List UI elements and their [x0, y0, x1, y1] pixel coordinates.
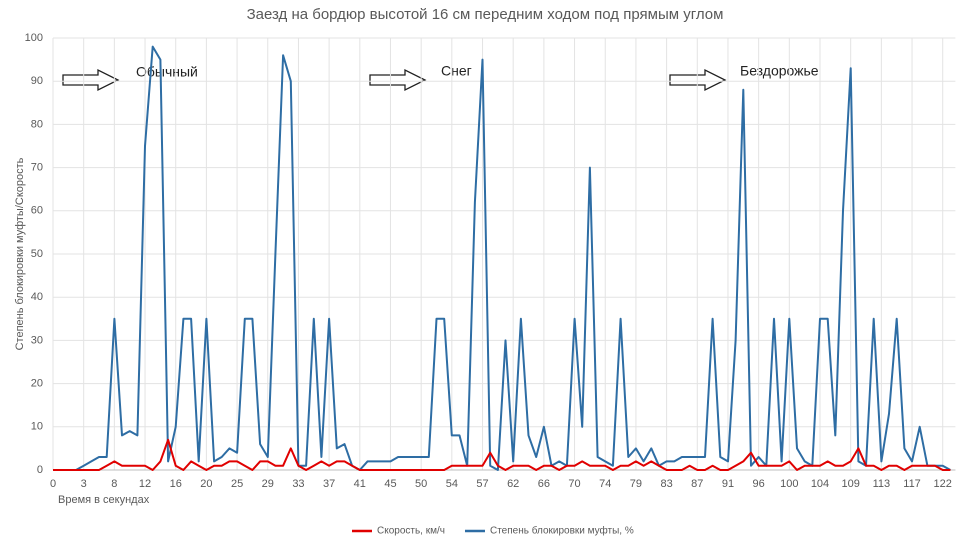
annotation: Бездорожье	[740, 63, 819, 79]
x-tick-label: 70	[568, 478, 580, 490]
x-tick-label: 117	[903, 478, 921, 490]
legend-label: Скорость, км/ч	[377, 526, 445, 537]
x-tick-label: 25	[231, 478, 243, 490]
x-tick-label: 62	[507, 478, 519, 490]
x-tick-label: 87	[691, 478, 703, 490]
x-tick-label: 3	[81, 478, 87, 490]
y-tick-label: 10	[31, 421, 43, 433]
x-tick-label: 100	[780, 478, 798, 490]
x-tick-label: 16	[170, 478, 182, 490]
x-tick-label: 8	[111, 478, 117, 490]
arrow	[62, 68, 120, 92]
annotation: Снег	[441, 63, 472, 79]
x-tick-label: 122	[934, 478, 952, 490]
x-tick-label: 91	[722, 478, 734, 490]
x-tick-label: 12	[139, 478, 151, 490]
x-tick-label: 74	[599, 478, 611, 490]
x-tick-label: 57	[476, 478, 488, 490]
x-tick-label: 83	[660, 478, 672, 490]
x-axis-title: Время в секундах	[58, 494, 150, 506]
y-tick-label: 30	[31, 334, 43, 346]
series-line	[53, 45, 951, 471]
y-axis-title: Степень блокировки муфты/Скорость	[14, 157, 26, 350]
x-tick-label: 41	[354, 478, 366, 490]
x-tick-label: 54	[446, 478, 458, 490]
x-tick-label: 66	[538, 478, 550, 490]
x-tick-label: 109	[842, 478, 860, 490]
x-tick-label: 104	[811, 478, 829, 490]
y-tick-label: 0	[37, 464, 43, 476]
arrow	[369, 68, 427, 92]
x-tick-label: 45	[384, 478, 396, 490]
x-tick-label: 79	[630, 478, 642, 490]
series-line	[53, 438, 951, 471]
y-tick-label: 60	[31, 205, 43, 217]
x-tick-label: 0	[50, 478, 56, 490]
legend-label: Степень блокировки муфты, %	[490, 525, 634, 537]
y-tick-label: 20	[31, 378, 43, 390]
chart-title: Заезд на бордюр высотой 16 см передним х…	[247, 6, 724, 23]
x-tick-label: 50	[415, 478, 427, 490]
x-tick-label: 96	[753, 478, 765, 490]
y-tick-label: 40	[31, 291, 43, 303]
x-tick-label: 37	[323, 478, 335, 490]
y-tick-label: 70	[31, 162, 43, 174]
y-tick-label: 50	[31, 248, 43, 260]
y-tick-label: 90	[31, 75, 43, 87]
x-tick-label: 20	[200, 478, 212, 490]
x-tick-label: 113	[873, 478, 891, 490]
y-tick-label: 100	[25, 32, 43, 44]
x-tick-label: 33	[292, 478, 304, 490]
x-tick-label: 29	[262, 478, 274, 490]
y-tick-label: 80	[31, 118, 43, 130]
